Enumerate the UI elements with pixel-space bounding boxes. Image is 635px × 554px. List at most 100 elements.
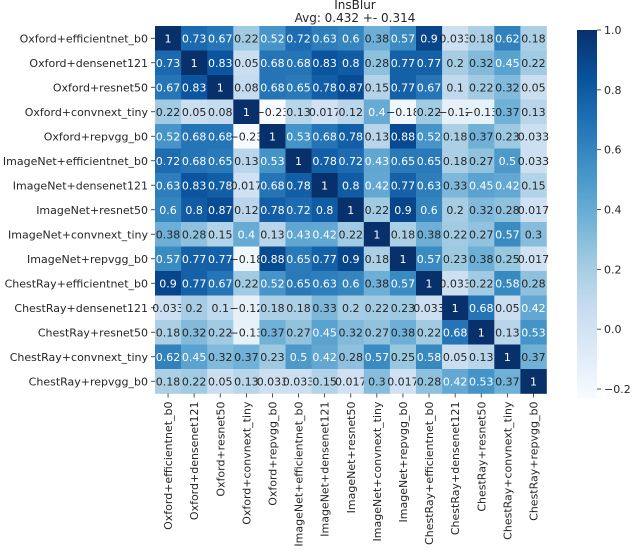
heatmap-cell [285,197,312,223]
heatmap-cell [285,344,312,370]
heatmap-cell-label: 1 [426,277,433,290]
y-tick-label: Oxford+convnext_tiny [25,106,149,119]
heatmap-cell-label: 0.78 [312,81,337,94]
heatmap-cell [181,75,208,100]
heatmap-cell-label: 0.22 [469,81,494,94]
heatmap-cell [311,344,338,370]
heatmap-cell-label: 0.63 [417,179,442,192]
heatmap-cell-label: 0.18 [443,130,468,143]
heatmap-cell-label: 0.87 [208,204,233,217]
heatmap-cell-label: 0.37 [469,130,494,143]
x-tick-label: Oxford+convnext_tiny [240,401,253,525]
heatmap-cell [337,50,365,76]
heatmap-cell [494,197,521,223]
heatmap-cell-label: 0.45 [182,351,207,364]
heatmap-cell [337,173,365,198]
heatmap-cell [520,148,547,174]
heatmap-cell-label: 0.37 [521,351,546,364]
heatmap-cell-label: 0.1 [212,302,230,315]
heatmap-cell [207,99,234,125]
heatmap-cell-label: 1 [373,228,380,241]
heatmap-cell-label: 0.9 [394,204,412,217]
heatmap-cell-label: 0.77 [182,253,207,266]
heatmap-cell [155,148,182,174]
heatmap-cell [389,26,417,51]
heatmap-cell-label: 0.18 [286,302,311,315]
heatmap-cell-label: 0.83 [182,81,207,94]
heatmap-cell-label: 0.13 [260,228,285,241]
heatmap-cell-label: 0.22 [234,277,259,290]
heatmap-cell-label: 0.22 [417,106,442,119]
heatmap-cell [207,295,234,321]
x-tick-label: ImageNet+repvgg_b0 [397,402,410,523]
heatmap-cell [363,369,391,394]
heatmap-cell [416,99,443,125]
heatmap-cell [337,344,365,370]
heatmap-cell [468,173,495,198]
heatmap-cell-label: 0.33 [312,302,337,315]
heatmap-cell-label: 0.22 [365,302,390,315]
heatmap-cell-label: 0.033 [283,375,315,388]
heatmap-cell-label: 0.67 [417,81,442,94]
heatmap-cell [337,222,365,247]
heatmap-cell [233,173,260,198]
heatmap-cell-label: 0.43 [365,155,390,168]
heatmap-cell-label: 0.68 [182,130,207,143]
heatmap-cell [233,295,260,321]
heatmap-cell [520,197,547,223]
heatmap-cell [259,50,286,76]
heatmap-cell-label: 0.65 [208,155,233,168]
heatmap-cell-label: 0.53 [286,130,311,143]
heatmap-cell [311,124,338,149]
heatmap-cell-label: 0.57 [156,253,181,266]
heatmap-cell [181,26,208,51]
x-tick-label: Oxford+resnet50 [214,402,227,497]
heatmap-cell-label: 0.43 [286,228,311,241]
heatmap-cell [520,320,547,345]
heatmap-cell-label: 0.52 [417,130,442,143]
heatmap-cell [468,50,495,76]
heatmap-cell [285,26,312,51]
heatmap-cell-label: 0.67 [208,277,233,290]
heatmap-cell-label: 0.38 [156,228,181,241]
heatmap-cell [442,26,469,51]
heatmap-cell-label: 0.38 [365,32,390,45]
heatmap-cell-label: 0.12 [234,204,259,217]
heatmap-cell [181,124,208,149]
heatmap-cell-label: 0.77 [391,81,416,94]
heatmap-cell-label: 0.38 [417,228,442,241]
heatmap-cell [181,295,208,321]
heatmap-cell [494,344,521,370]
heatmap-cell-label: 0.05 [208,375,233,388]
heatmap-cell-label: 0.22 [521,57,546,70]
heatmap-cell-label: 0.22 [365,204,390,217]
heatmap-cell [311,271,338,296]
heatmap-cell-label: 0.77 [417,57,442,70]
heatmap-cell-label: 0.42 [443,375,468,388]
heatmap-cell [181,99,208,125]
heatmap-cell [311,246,338,272]
heatmap-cell [468,197,495,223]
x-tick-label: ChestRay+efficientnet_b0 [423,402,436,545]
heatmap-cell-label: 1 [191,57,198,70]
heatmap-cell [207,369,234,394]
heatmap-cell-label: 0.6 [420,204,438,217]
heatmap-cell [416,197,443,223]
heatmap-cell-label: 0.28 [495,204,520,217]
heatmap-cell [520,26,547,51]
heatmap-cell-label: 0.5 [499,155,517,168]
heatmap-cell-label: 0.62 [156,351,181,364]
heatmap-cell-label: 0.017 [518,253,550,266]
heatmap-cell [181,369,208,394]
heatmap-cell [285,173,312,198]
heatmap-cell-label: 0.38 [469,253,494,266]
heatmap-cell [259,271,286,296]
heatmap-cell-label: 0.22 [182,375,207,388]
heatmap-cell [468,148,495,174]
heatmap-cell [233,369,260,394]
heatmap-cell-label: 0.12 [339,106,364,119]
x-axis-tick-labels: Oxford+efficientnet_b0 Oxford+densenet121… [162,393,540,547]
heatmap-cell [181,222,208,247]
heatmap-cell-label: 0.13 [365,130,390,143]
